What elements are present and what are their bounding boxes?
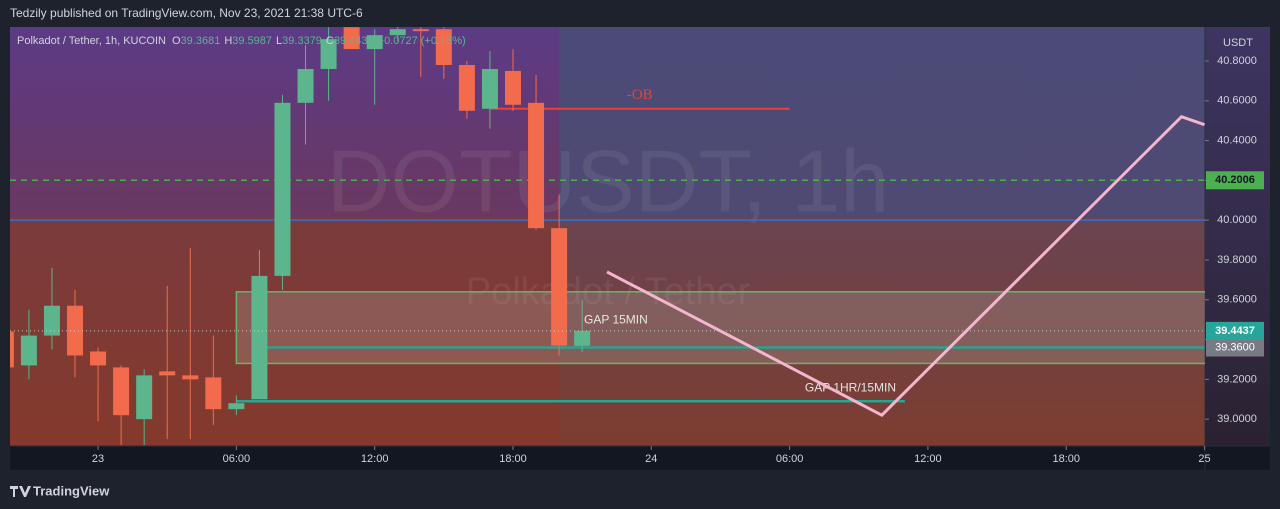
price-badge — [1206, 338, 1264, 357]
y-tick-label: 40.0000 — [1217, 214, 1257, 226]
candle-body — [320, 39, 337, 69]
y-tick-label: 39.2000 — [1217, 373, 1257, 385]
candle-body — [43, 305, 60, 336]
y-tick-label: 40.8000 — [1217, 55, 1257, 67]
footer-logo: TradingView — [10, 483, 110, 498]
candle-body — [297, 68, 314, 103]
legend-value: 39.4437 — [334, 35, 374, 47]
candle-body — [504, 70, 521, 105]
legend-change: +0.0727 (+0.18%) — [378, 35, 466, 47]
candle-body — [274, 102, 291, 276]
legend-value: 39.5987 — [232, 35, 272, 47]
legend-field: H — [224, 35, 232, 47]
y-tick-label: 39.6000 — [1217, 294, 1257, 306]
candle-body — [182, 375, 199, 380]
x-tick-label: 06:00 — [776, 453, 804, 465]
x-tick-label: 12:00 — [914, 453, 942, 465]
footer: TradingView — [33, 483, 110, 498]
gap-box — [235, 291, 1205, 365]
candle-body — [458, 65, 475, 111]
ob-label: -OB — [627, 87, 653, 103]
y-axis-unit: USDT — [1223, 37, 1253, 49]
candle-body — [205, 377, 222, 410]
candle-body — [366, 35, 383, 50]
candle-body — [251, 275, 268, 400]
y-tick-label: 40.6000 — [1217, 95, 1257, 107]
x-tick-label: 06:00 — [223, 453, 251, 465]
legend-field: O — [172, 35, 181, 47]
projection-line — [606, 115, 1205, 417]
header: Tedzily published on TradingView.com, No… — [10, 6, 363, 20]
y-tick-label: 39.8000 — [1217, 254, 1257, 266]
candle-body — [10, 331, 14, 368]
x-tick-label: 18:00 — [499, 453, 527, 465]
candle-body — [90, 351, 107, 366]
plot-layer: GAP 1HR/15MIN -OB GAP 15MIN — [10, 27, 1205, 446]
candle-body — [435, 29, 452, 66]
price-badge-label: 39.3600 — [1215, 341, 1255, 353]
x-tick-label: 23 — [92, 453, 104, 465]
x-tick-label: 12:00 — [361, 453, 389, 465]
candle-body — [412, 29, 429, 32]
axes: 39.000039.200039.400039.600039.800040.00… — [92, 55, 1264, 465]
candle-body — [343, 27, 360, 50]
price-badge — [1206, 321, 1264, 340]
candle-body — [159, 371, 176, 376]
candle-body — [551, 228, 568, 346]
price-badge-label: 39.4437 — [1215, 325, 1255, 337]
y-tick-label: 39.0000 — [1217, 413, 1257, 425]
price-axis — [1205, 27, 1270, 446]
price-badge — [1206, 171, 1264, 190]
price-badge-label: 40.2006 — [1215, 174, 1255, 186]
x-tick-label: 24 — [645, 453, 657, 465]
candle-body — [228, 403, 245, 410]
candle-body — [574, 330, 591, 346]
legend-field: C — [326, 35, 334, 47]
candle-body — [67, 305, 84, 356]
legend-value: 39.3379 — [282, 35, 322, 47]
candle-body — [20, 335, 37, 366]
legend: Polkadot / Tether, 1h, KUCOIN O39.3681 H39… — [17, 35, 466, 47]
candle-body — [481, 68, 498, 109]
bg-right — [559, 27, 1205, 446]
candle-body — [528, 102, 545, 229]
logo-icon — [10, 486, 31, 497]
candle-body — [136, 375, 153, 420]
legend-title: Polkadot / Tether, 1h, KUCOIN — [17, 35, 166, 47]
legend-field: L — [276, 35, 282, 47]
legend-value: 39.3681 — [181, 35, 221, 47]
y-tick-label: 40.4000 — [1217, 135, 1257, 147]
candle-body — [113, 367, 130, 416]
x-tick-label: 18:00 — [1052, 453, 1080, 465]
candle-body — [389, 29, 406, 36]
gap-label: GAP 1HR/15MIN — [805, 380, 896, 394]
gap-box-label: GAP 15MIN — [584, 313, 648, 327]
x-tick-label: 25 — [1198, 453, 1210, 465]
